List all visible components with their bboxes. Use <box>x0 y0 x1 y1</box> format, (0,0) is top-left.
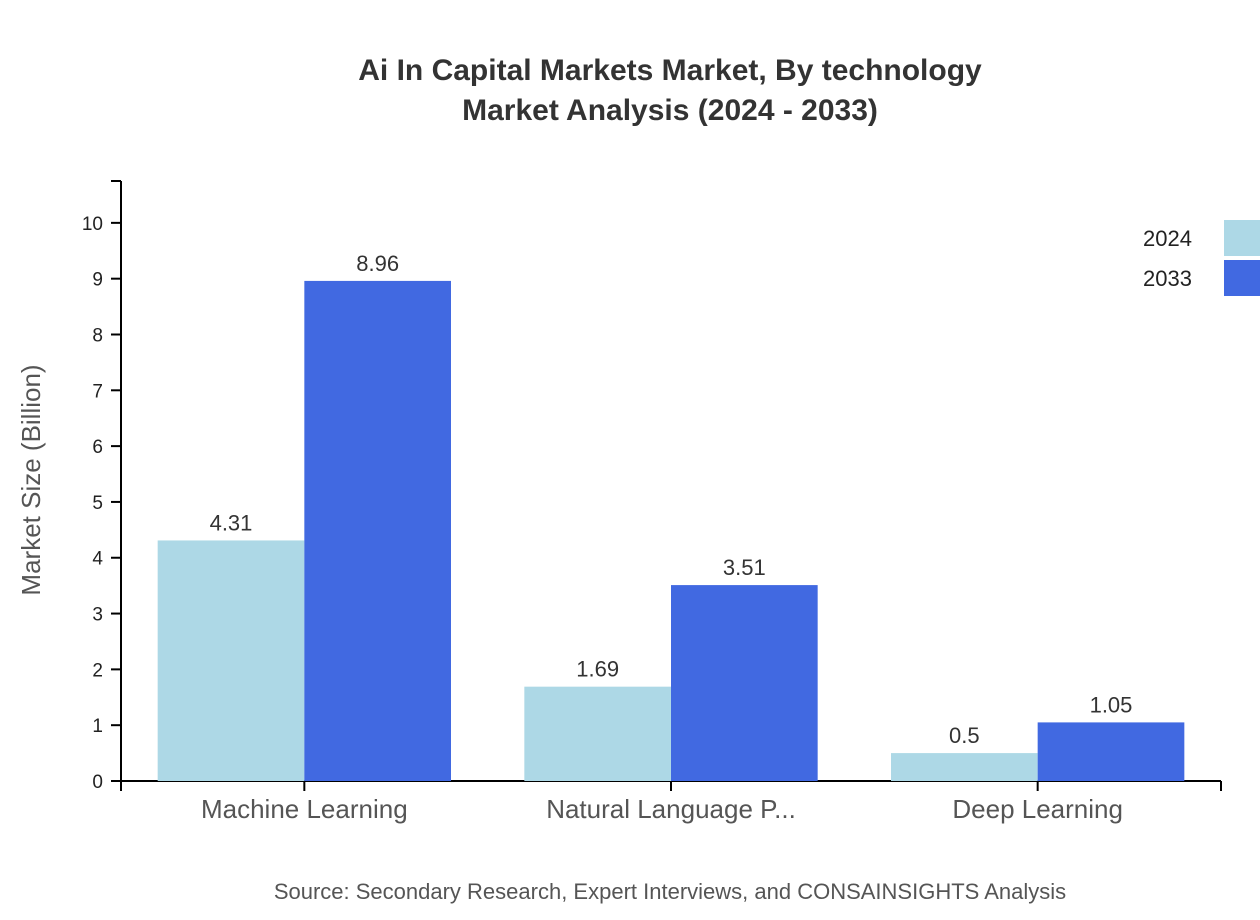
bar-value-label: 0.5 <box>949 723 980 748</box>
bar-2033 <box>1037 722 1185 781</box>
y-tick-label: 8 <box>92 325 103 346</box>
y-tick-label: 1 <box>92 716 103 737</box>
bar-2033 <box>671 585 818 781</box>
y-tick-label: 6 <box>92 437 103 458</box>
x-tick-label: Deep Learning <box>952 794 1123 824</box>
y-tick-label: 2 <box>92 660 103 681</box>
bar-value-label: 1.05 <box>1090 692 1133 717</box>
legend-label: 2033 <box>1143 266 1192 291</box>
bar-value-label: 3.51 <box>723 555 766 580</box>
y-tick-label: 7 <box>92 381 103 402</box>
legend-swatch <box>1224 220 1260 256</box>
bars-group: 4.31 8.96 1.69 3.51 0.5 1.05 <box>157 251 1185 781</box>
x-tick-label: Natural Language P... <box>546 794 796 824</box>
bar-2024 <box>524 686 671 781</box>
y-tick-label: 10 <box>82 214 103 235</box>
bar-value-label: 1.69 <box>576 657 619 682</box>
y-tick-label: 9 <box>92 270 103 291</box>
chart-title-line-2: Market Analysis (2024 - 2033) <box>462 94 878 127</box>
bar-2024 <box>891 753 1038 781</box>
bar-value-label: 8.96 <box>356 251 399 276</box>
bar-2033 <box>304 280 451 781</box>
y-tick-label: 3 <box>92 605 103 626</box>
y-tick-label: 5 <box>92 493 103 514</box>
bar-value-label: 4.31 <box>210 510 253 535</box>
x-axis: Machine Learning Natural Language P... Dee… <box>120 780 1222 824</box>
x-tick-label: Machine Learning <box>201 794 408 824</box>
y-tick-label: 4 <box>92 549 103 570</box>
y-axis-label: Market Size (Billion) <box>16 364 46 595</box>
source-note: Source: Secondary Research, Expert Inter… <box>274 879 1066 904</box>
legend-label: 2024 <box>1143 226 1192 251</box>
legend-swatch <box>1224 260 1260 296</box>
y-axis: 0 1 2 3 4 5 6 7 8 9 10 <box>82 180 122 793</box>
chart-title-line-1: Ai In Capital Markets Market, By technol… <box>358 54 982 87</box>
y-tick-label: 0 <box>92 772 103 793</box>
legend: 2024 2033 <box>1143 220 1260 296</box>
bar-2024 <box>157 540 305 781</box>
